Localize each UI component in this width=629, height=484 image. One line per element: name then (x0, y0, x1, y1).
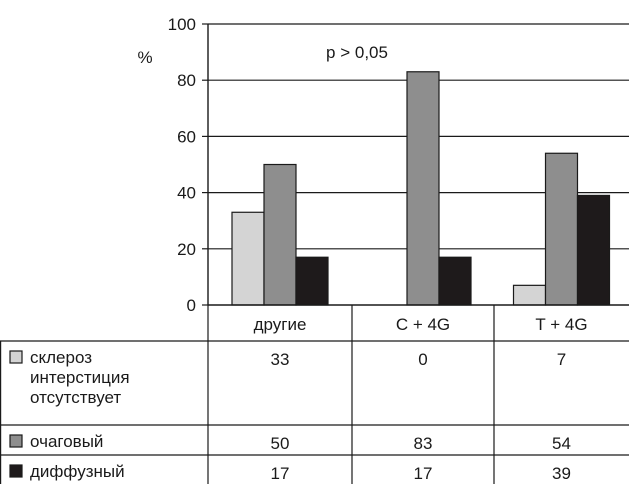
y-tick-label-40: 40 (177, 184, 196, 203)
legend-label-отсутствует: отсутствует (30, 388, 121, 407)
bar-другие-очаговый (263, 163, 297, 306)
y-tick-label-100: 100 (168, 15, 196, 34)
legend-swatch-склероз (9, 350, 23, 364)
value-cell-склероз-c-4g: 0 (418, 350, 427, 369)
y-axis-label: % (137, 48, 152, 67)
legend-swatch-диффузный (9, 464, 23, 478)
bar-c-4g-очаговый (406, 71, 440, 306)
bar-c-4g-диффузный (438, 256, 472, 306)
p-value-annotation: p > 0,05 (326, 43, 388, 62)
legend-label-склероз: склероз (30, 348, 92, 367)
legend-label-очаговый: очаговый (30, 432, 103, 451)
y-tick-label-80: 80 (177, 71, 196, 90)
legend-label-интерстиция: интерстиция (30, 368, 130, 387)
y-tick-label-20: 20 (177, 240, 196, 259)
bars (231, 71, 611, 306)
category-label-другие: другие (254, 315, 307, 334)
value-cell-диффузный-t-4g: 39 (552, 464, 571, 483)
bar-другие-диффузный (295, 256, 329, 306)
legend-label-диффузный: диффузный (30, 462, 125, 481)
data-table: другие C + 4G T + 4G склерозинтерстицияотсу… (0, 304, 629, 484)
bar-t-4g-склероз (512, 284, 547, 306)
axes: 0 20 40 60 80 100 (168, 15, 209, 315)
value-cell-диффузный-c-4g: 17 (414, 464, 433, 483)
value-cell-очаговый-c-4g: 83 (414, 434, 433, 453)
bar-t-4g-диффузный (576, 194, 611, 306)
value-cell-очаговый-t-4g: 54 (552, 434, 571, 453)
y-tick-label-60: 60 (177, 127, 196, 146)
y-tick-label-0: 0 (187, 296, 196, 315)
value-cell-очаговый-другие: 50 (271, 434, 290, 453)
category-label-t-4g: T + 4G (535, 315, 587, 334)
bar-t-4g-очаговый (544, 152, 579, 306)
value-cell-склероз-другие: 33 (271, 350, 290, 369)
bar-другие-склероз (231, 211, 265, 306)
legend-swatch-очаговый (9, 434, 23, 448)
category-label-c-4g: C + 4G (396, 315, 450, 334)
value-cell-диффузный-другие: 17 (271, 464, 290, 483)
value-cell-склероз-t-4g: 7 (557, 350, 566, 369)
